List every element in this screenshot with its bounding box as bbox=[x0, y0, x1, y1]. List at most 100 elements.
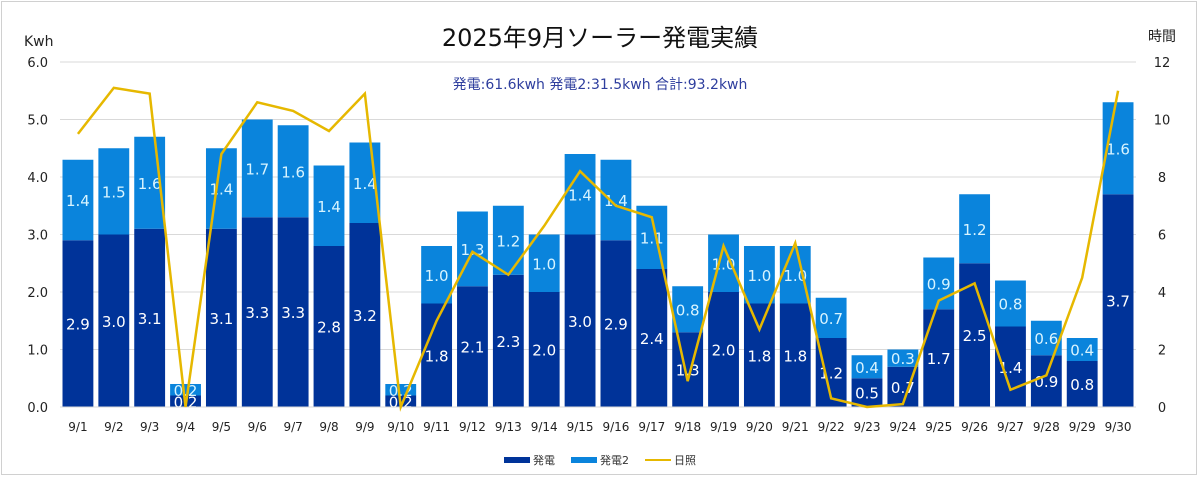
data-label-hatsuden2: 1.0 bbox=[532, 255, 556, 273]
y2-tick-label: 12 bbox=[1154, 56, 1171, 71]
bar-hatsuden2 bbox=[995, 280, 1026, 327]
x-tick-label: 9/2 bbox=[104, 420, 123, 434]
data-label-hatsuden2: 1.2 bbox=[963, 221, 987, 239]
x-tick-label: 9/3 bbox=[140, 420, 159, 434]
data-label-hatsuden2: 1.0 bbox=[425, 267, 449, 285]
data-label-hatsuden: 3.1 bbox=[209, 310, 233, 328]
y2-tick-label: 2 bbox=[1158, 344, 1166, 359]
bar-hatsuden bbox=[923, 309, 955, 407]
x-tick-label: 9/10 bbox=[387, 420, 414, 434]
y-tick-label: 6.0 bbox=[27, 56, 48, 71]
data-label-hatsuden: 2.5 bbox=[963, 327, 987, 345]
bar-hatsuden2 bbox=[277, 125, 309, 218]
bar-hatsuden2 bbox=[528, 234, 560, 292]
y-tick-label: 1.0 bbox=[27, 344, 48, 359]
data-label-hatsuden2: 0.7 bbox=[819, 310, 843, 328]
data-label-hatsuden2: 0.3 bbox=[891, 350, 915, 368]
data-label-hatsuden2: 0.9 bbox=[927, 275, 951, 293]
data-label-hatsuden2: 0.6 bbox=[1034, 330, 1058, 348]
legend-item-nissho: 日照 bbox=[645, 452, 696, 468]
data-label-hatsuden2: 0.8 bbox=[676, 301, 700, 319]
bar-hatsuden bbox=[528, 292, 560, 407]
bar-hatsuden bbox=[457, 286, 488, 407]
data-label-hatsuden2: 1.7 bbox=[245, 160, 269, 178]
data-label-hatsuden: 2.0 bbox=[712, 342, 736, 360]
x-tick-label: 9/17 bbox=[638, 420, 665, 434]
x-tick-label: 9/20 bbox=[746, 420, 773, 434]
data-label-hatsuden: 0.5 bbox=[855, 385, 879, 403]
data-label-hatsuden: 2.4 bbox=[640, 330, 664, 348]
x-tick-label: 9/11 bbox=[423, 420, 450, 434]
data-label-hatsuden: 1.3 bbox=[676, 362, 700, 380]
x-tick-label: 9/25 bbox=[925, 420, 952, 434]
x-tick-label: 9/22 bbox=[818, 420, 845, 434]
bar-hatsuden2 bbox=[492, 205, 524, 275]
bar-hatsuden2 bbox=[851, 355, 883, 379]
bar-hatsuden bbox=[708, 292, 739, 407]
bar-hatsuden bbox=[313, 246, 345, 407]
y-tick-label: 5.0 bbox=[27, 114, 48, 129]
bar-hatsuden2 bbox=[779, 246, 811, 304]
x-tick-label: 9/18 bbox=[674, 420, 701, 434]
y2-tick-label: 8 bbox=[1158, 171, 1166, 186]
x-tick-label: 9/6 bbox=[248, 420, 267, 434]
x-tick-label: 9/24 bbox=[889, 420, 916, 434]
bar-hatsuden2 bbox=[564, 154, 596, 235]
data-label-hatsuden2: 1.4 bbox=[353, 175, 377, 193]
data-label-hatsuden: 1.7 bbox=[927, 350, 951, 368]
bar-hatsuden2 bbox=[672, 286, 704, 333]
legend-item-hatsuden: 発電 bbox=[504, 452, 555, 468]
bar-hatsuden2 bbox=[170, 384, 201, 396]
x-tick-label: 9/5 bbox=[212, 420, 231, 434]
legend-swatch-nissho bbox=[645, 459, 671, 461]
x-tick-label: 9/28 bbox=[1033, 420, 1060, 434]
data-label-hatsuden: 2.9 bbox=[604, 316, 628, 334]
data-label-hatsuden: 3.1 bbox=[138, 310, 162, 328]
data-label-hatsuden: 1.8 bbox=[783, 347, 807, 365]
data-label-hatsuden: 3.2 bbox=[353, 307, 377, 325]
bar-hatsuden2 bbox=[385, 384, 417, 396]
data-label-hatsuden: 3.3 bbox=[281, 304, 305, 322]
data-label-hatsuden2: 0.4 bbox=[1070, 342, 1094, 360]
y-tick-label: 0.0 bbox=[27, 401, 48, 416]
line-nissho bbox=[76, 86, 1120, 412]
bar-hatsuden bbox=[995, 326, 1026, 407]
chart-subtitle: 発電:61.6kwh 発電2:31.5kwh 合計:93.2kwh bbox=[452, 77, 748, 93]
legend-label-hatsuden: 発電 bbox=[533, 454, 555, 467]
data-label-hatsuden2: 1.6 bbox=[138, 175, 162, 193]
bar-hatsuden bbox=[1030, 355, 1062, 407]
bar-hatsuden bbox=[349, 223, 381, 407]
data-label-hatsuden: 0.8 bbox=[1070, 376, 1094, 394]
data-label-hatsuden: 3.0 bbox=[568, 313, 592, 331]
y-axis-label: Kwh bbox=[24, 34, 54, 50]
bar-hatsuden2 bbox=[62, 159, 94, 241]
x-tick-label: 9/9 bbox=[355, 420, 374, 434]
data-label-hatsuden: 2.3 bbox=[496, 333, 520, 351]
bar-hatsuden2 bbox=[241, 119, 273, 218]
x-tick-label: 9/7 bbox=[283, 420, 302, 434]
x-tick-label: 9/16 bbox=[602, 420, 629, 434]
x-tick-label: 9/21 bbox=[782, 420, 809, 434]
x-tick-label: 9/4 bbox=[176, 420, 195, 434]
legend-swatch-hatsuden bbox=[504, 457, 530, 463]
data-label-hatsuden2: 1.1 bbox=[640, 229, 664, 247]
y2-tick-label: 10 bbox=[1154, 114, 1171, 129]
legend-item-hatsuden2: 発電2 bbox=[571, 452, 629, 468]
x-tick-label: 9/13 bbox=[495, 420, 522, 434]
x-tick-label: 9/30 bbox=[1105, 420, 1132, 434]
bar-hatsuden2 bbox=[743, 246, 775, 304]
data-label-hatsuden2: 0.8 bbox=[999, 296, 1023, 314]
data-label-hatsuden: 1.8 bbox=[747, 347, 771, 365]
data-label-hatsuden: 2.0 bbox=[532, 342, 556, 360]
y2-tick-label: 4 bbox=[1158, 286, 1166, 301]
bar-hatsuden bbox=[779, 303, 811, 407]
chart-title: 2025年9月ソーラー発電実績 bbox=[441, 24, 759, 52]
data-label-hatsuden: 1.8 bbox=[425, 347, 449, 365]
bar-hatsuden bbox=[98, 234, 130, 407]
bar-hatsuden2 bbox=[98, 148, 130, 235]
bar-hatsuden2 bbox=[1066, 338, 1098, 361]
legend-swatch-hatsuden2 bbox=[571, 457, 597, 463]
data-label-hatsuden2: 1.2 bbox=[496, 232, 520, 250]
x-tick-label: 9/8 bbox=[319, 420, 338, 434]
